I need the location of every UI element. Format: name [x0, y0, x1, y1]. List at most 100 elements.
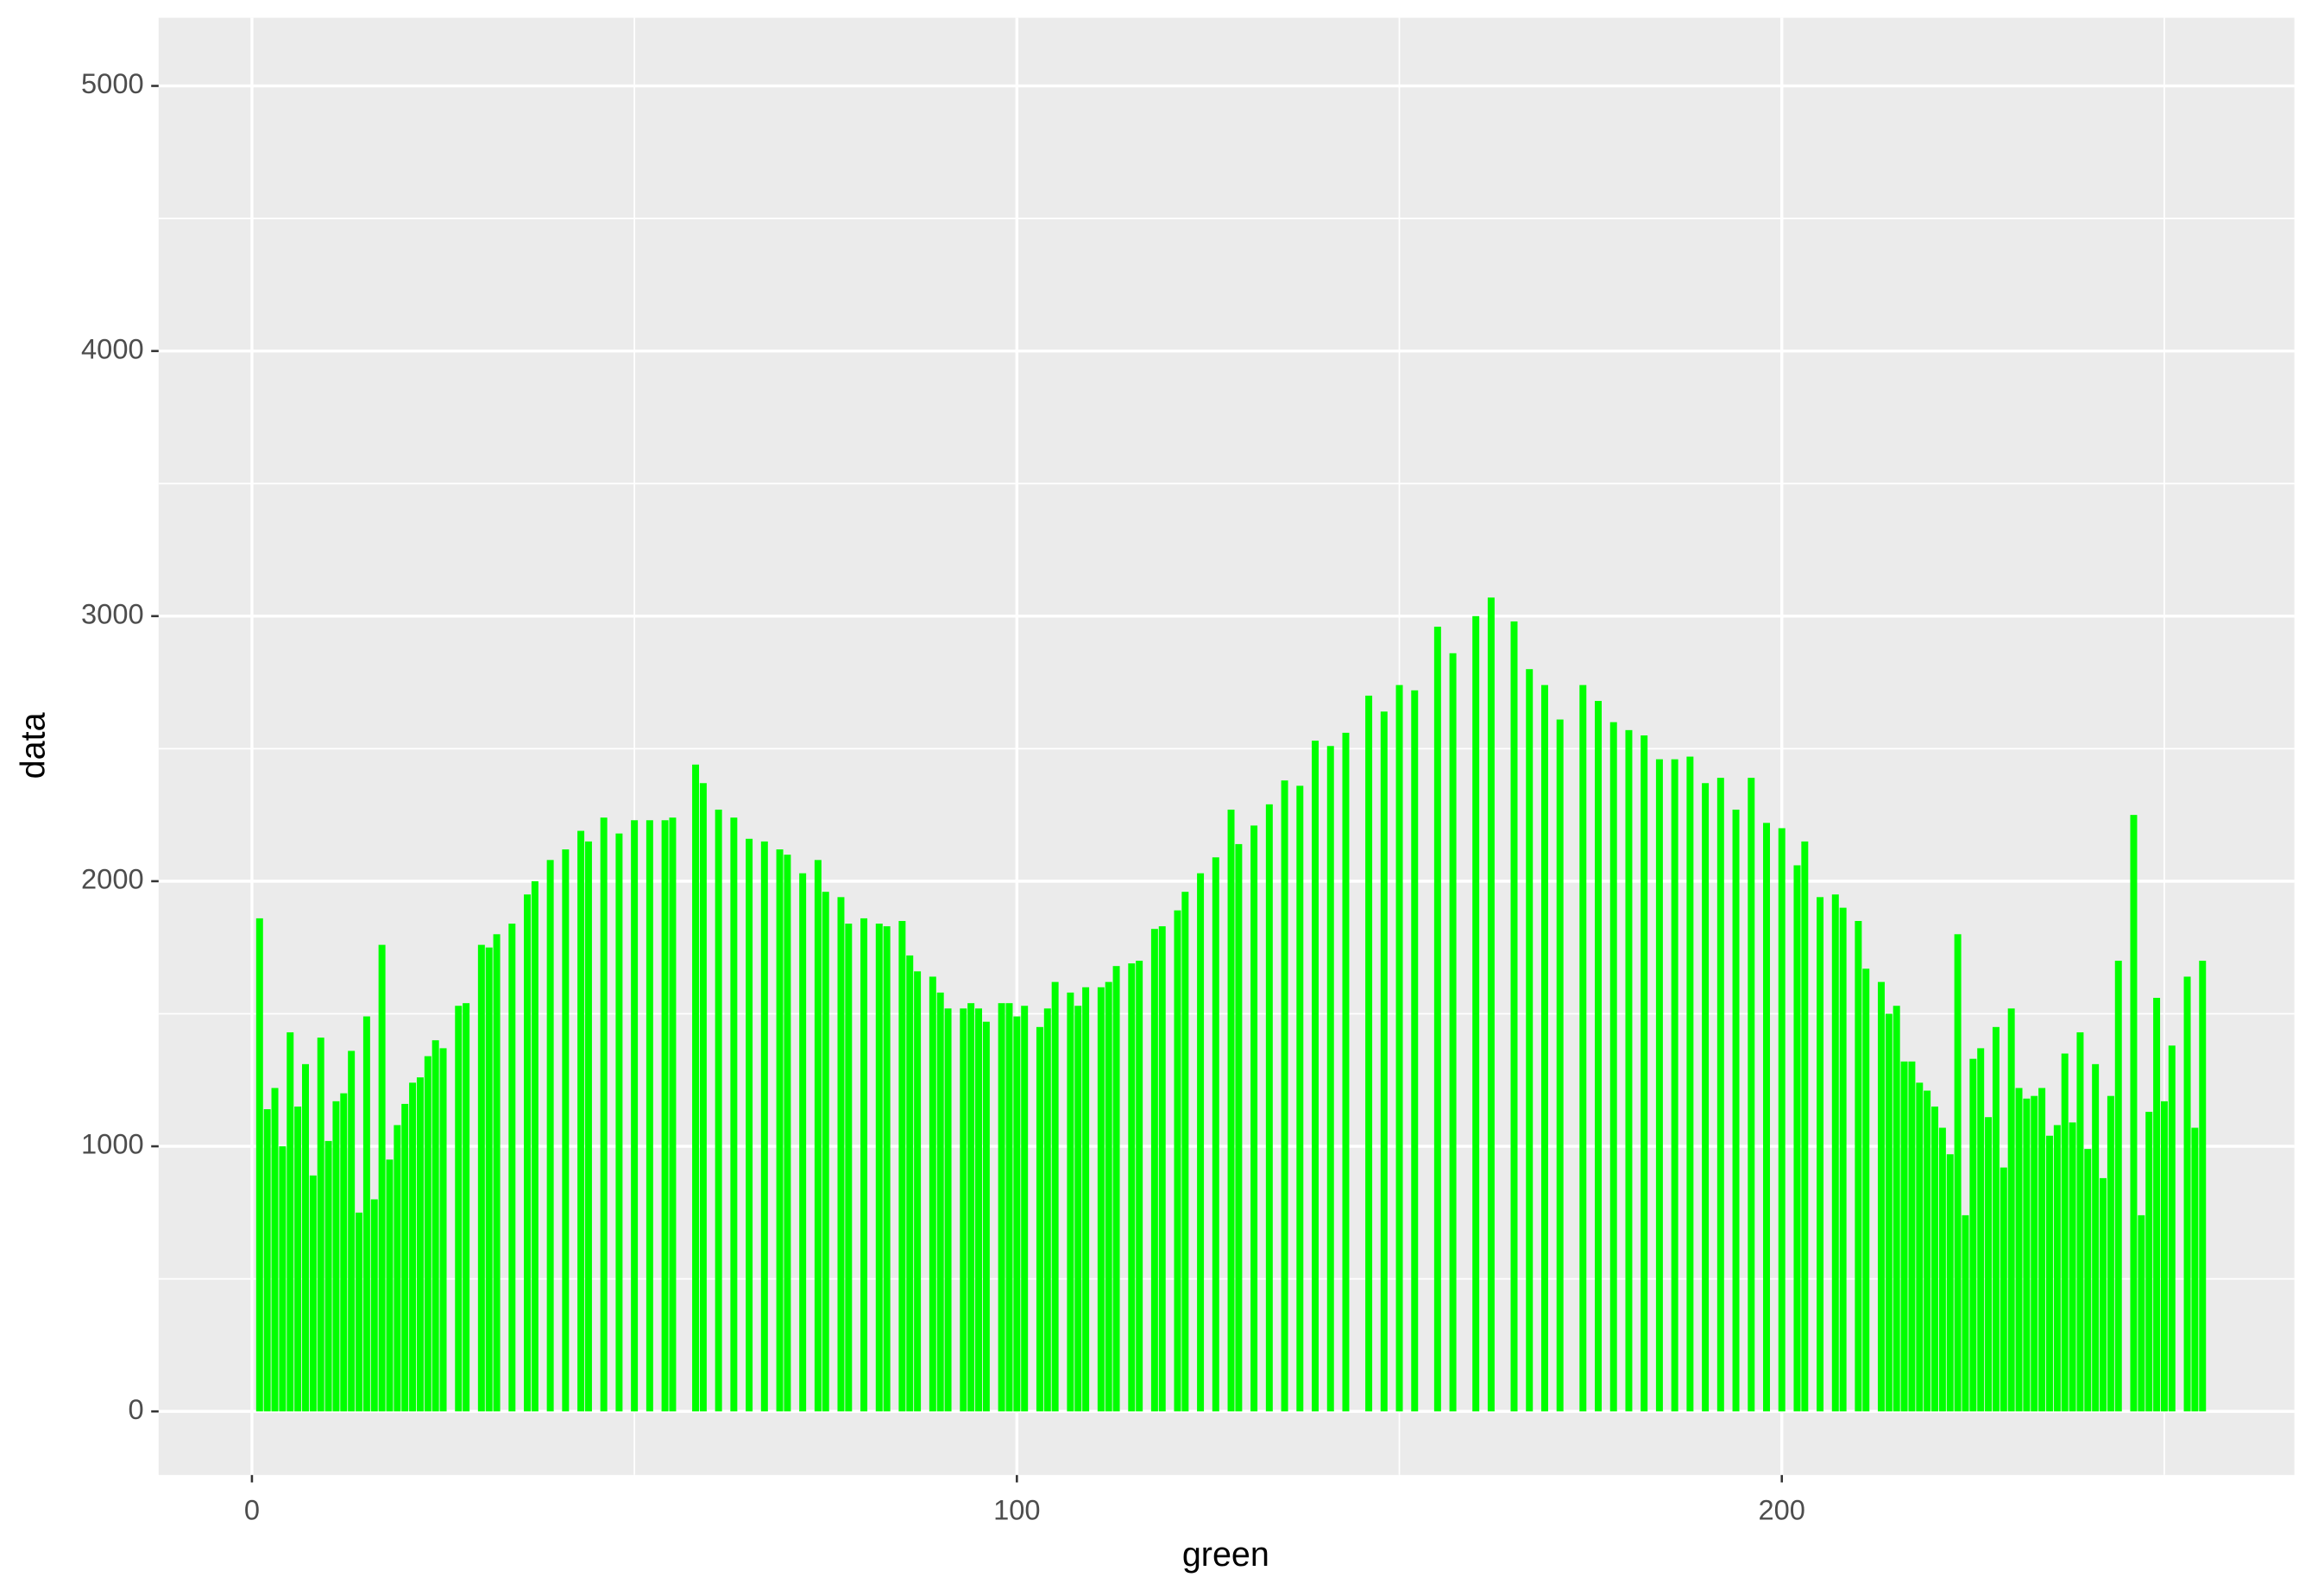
bar — [562, 849, 570, 1412]
bar — [2023, 1098, 2031, 1412]
bar — [2107, 1095, 2114, 1412]
bar — [1801, 841, 1809, 1412]
bar — [1931, 1106, 1939, 1412]
bar — [1158, 926, 1166, 1412]
bar — [1365, 695, 1373, 1412]
bar — [1227, 809, 1235, 1412]
bar — [1380, 711, 1388, 1412]
bar — [255, 918, 263, 1412]
bar — [378, 944, 386, 1412]
bar — [1112, 966, 1120, 1412]
bar — [2069, 1122, 2076, 1412]
bar — [1449, 653, 1457, 1412]
bar — [332, 1101, 340, 1412]
bar — [1908, 1061, 1916, 1412]
x-tick-label: 200 — [1759, 1493, 1805, 1525]
bar — [692, 764, 700, 1412]
bar — [1839, 907, 1847, 1412]
bar — [301, 1063, 309, 1412]
bar — [883, 926, 891, 1412]
bar — [1021, 1006, 1029, 1412]
bar — [1082, 987, 1090, 1412]
y-tick-label: 4000 — [81, 332, 144, 364]
bar — [2183, 976, 2191, 1412]
bar — [287, 1031, 294, 1412]
bar — [1954, 934, 1962, 1412]
x-tick-label: 0 — [244, 1493, 260, 1525]
bar — [2168, 1045, 2176, 1412]
bar — [546, 860, 554, 1412]
bar — [646, 820, 653, 1412]
bar — [760, 841, 768, 1412]
bar — [1043, 1008, 1051, 1412]
bar — [1969, 1058, 1977, 1412]
y-tick-label: 1000 — [81, 1128, 144, 1160]
bar — [1005, 1003, 1013, 1412]
bar — [1686, 756, 1694, 1412]
bar — [1641, 735, 1648, 1412]
bar — [584, 841, 592, 1412]
bar — [2130, 815, 2138, 1412]
bar — [1487, 597, 1495, 1412]
bar — [340, 1093, 348, 1412]
bar — [348, 1050, 356, 1412]
bar — [898, 920, 906, 1412]
bar — [1411, 690, 1419, 1412]
bar — [1526, 669, 1534, 1412]
bar — [914, 971, 922, 1412]
bar — [1778, 828, 1786, 1412]
bar — [615, 833, 623, 1412]
bar — [386, 1159, 394, 1412]
bar — [1885, 1013, 1893, 1412]
bar — [1831, 894, 1839, 1412]
bar — [1893, 1006, 1900, 1412]
bar — [1938, 1127, 1946, 1412]
bar — [1174, 910, 1181, 1412]
y-axis-title: data — [15, 712, 53, 779]
bar — [669, 817, 677, 1412]
bar — [1862, 968, 1870, 1412]
bar — [1051, 981, 1059, 1412]
bar — [1900, 1061, 1908, 1412]
bar — [1702, 783, 1710, 1412]
bar — [463, 1003, 470, 1412]
bar — [1235, 843, 1243, 1412]
bar — [370, 1199, 378, 1412]
bar — [1136, 961, 1143, 1412]
bar — [2045, 1135, 2053, 1412]
bar — [263, 1109, 271, 1412]
bar — [1671, 759, 1678, 1412]
bar — [1250, 825, 1258, 1412]
bars — [255, 597, 2207, 1412]
bar — [1097, 987, 1105, 1412]
bar — [1197, 873, 1205, 1412]
bar — [2031, 1095, 2038, 1412]
bar — [776, 849, 784, 1412]
bar — [424, 1056, 431, 1412]
bar — [1036, 1026, 1043, 1412]
bar — [746, 838, 753, 1412]
bar — [837, 897, 845, 1412]
y-tick-label: 2000 — [81, 863, 144, 895]
bar — [936, 992, 944, 1412]
bar — [324, 1140, 332, 1412]
bar — [1763, 823, 1770, 1412]
bar — [799, 873, 807, 1412]
bar — [2199, 961, 2207, 1412]
bar — [409, 1082, 417, 1412]
bar — [1579, 684, 1587, 1412]
bar — [531, 880, 538, 1412]
bar — [1150, 929, 1158, 1412]
bar — [2061, 1053, 2069, 1412]
bar — [1625, 729, 1633, 1412]
x-axis-title: green — [1182, 1536, 1269, 1574]
bar — [1342, 732, 1350, 1412]
bar — [1817, 897, 1824, 1412]
bar — [1595, 701, 1602, 1412]
bar — [1716, 778, 1724, 1412]
x-tick-label: 100 — [993, 1493, 1040, 1525]
bar — [967, 1003, 975, 1412]
bar — [394, 1125, 401, 1412]
bar — [661, 820, 669, 1412]
